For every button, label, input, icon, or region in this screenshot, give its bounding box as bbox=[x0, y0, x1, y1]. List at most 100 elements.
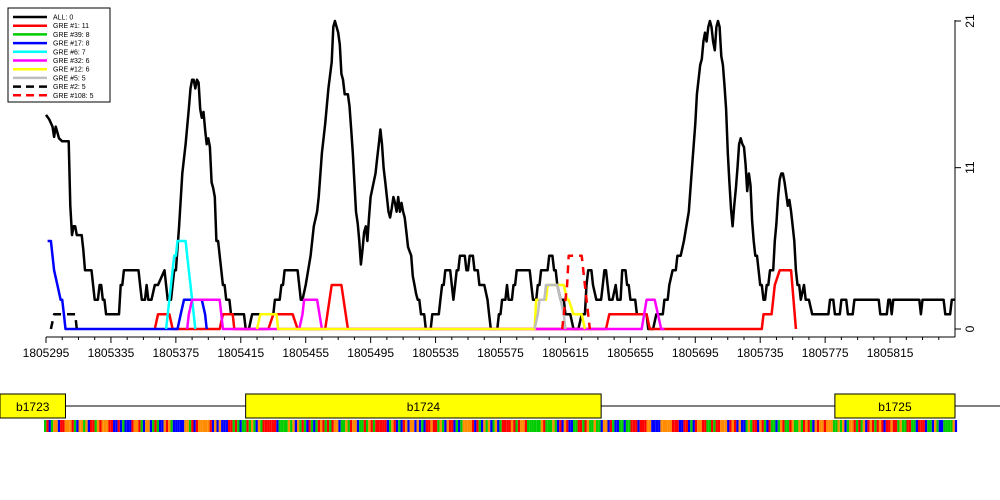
sequence-base bbox=[439, 420, 442, 432]
sequence-base bbox=[64, 420, 67, 432]
sequence-track bbox=[44, 420, 958, 432]
sequence-base bbox=[552, 420, 555, 432]
sequence-base bbox=[267, 420, 270, 432]
sequence-base bbox=[711, 420, 714, 432]
sequence-base bbox=[596, 420, 599, 432]
sequence-base bbox=[697, 420, 700, 432]
sequence-base bbox=[400, 420, 403, 432]
sequence-base bbox=[278, 420, 281, 432]
sequence-base bbox=[867, 420, 870, 432]
sequence-base bbox=[292, 420, 295, 432]
sequence-base bbox=[775, 420, 778, 432]
sequence-base bbox=[69, 420, 72, 432]
sequence-base bbox=[232, 420, 235, 432]
sequence-base bbox=[430, 420, 433, 432]
sequence-base bbox=[694, 420, 698, 432]
sequence-base bbox=[952, 420, 955, 432]
sequence-base bbox=[862, 420, 866, 432]
sequence-base bbox=[149, 420, 153, 432]
sequence-base bbox=[660, 420, 663, 432]
legend-label: GRE #6: 7 bbox=[53, 49, 86, 56]
sequence-base bbox=[869, 420, 872, 432]
sequence-base bbox=[481, 420, 484, 432]
sequence-base bbox=[110, 420, 113, 432]
sequence-base bbox=[469, 420, 472, 432]
sequence-base bbox=[540, 420, 544, 432]
sequence-base bbox=[653, 420, 656, 432]
sequence-base bbox=[713, 420, 716, 432]
sequence-base bbox=[290, 420, 293, 432]
sequence-base bbox=[632, 420, 636, 432]
sequence-base bbox=[407, 420, 410, 432]
sequence-base bbox=[423, 420, 426, 432]
sequence-base bbox=[639, 420, 642, 432]
sequence-base bbox=[50, 420, 54, 432]
sequence-base bbox=[821, 420, 824, 432]
sequence-base bbox=[874, 420, 877, 432]
sequence-base bbox=[556, 420, 560, 432]
x-tick-label: 1805375 bbox=[152, 346, 199, 360]
sequence-base bbox=[938, 420, 941, 432]
sequence-base bbox=[658, 420, 661, 432]
sequence-base bbox=[837, 420, 840, 432]
sequence-base bbox=[205, 420, 208, 432]
sequence-base bbox=[796, 420, 799, 432]
sequence-base bbox=[745, 420, 748, 432]
sequence-base bbox=[96, 420, 100, 432]
sequence-base bbox=[221, 420, 224, 432]
sequence-base bbox=[303, 420, 307, 432]
sequence-base bbox=[635, 420, 638, 432]
legend-label: GRE #17: 8 bbox=[53, 41, 90, 48]
sequence-base bbox=[524, 420, 527, 432]
sequence-base bbox=[216, 420, 219, 432]
sequence-base bbox=[915, 420, 918, 432]
sequence-base bbox=[87, 420, 90, 432]
sequence-base bbox=[888, 420, 891, 432]
sequence-base bbox=[260, 420, 263, 432]
sequence-base bbox=[126, 420, 130, 432]
sequence-base bbox=[731, 420, 734, 432]
sequence-base bbox=[777, 420, 780, 432]
sequence-base bbox=[715, 420, 718, 432]
sequence-base bbox=[754, 420, 757, 432]
sequence-base bbox=[529, 420, 532, 432]
sequence-base bbox=[708, 420, 711, 432]
sequence-base bbox=[294, 420, 297, 432]
sequence-base bbox=[92, 420, 95, 432]
sequence-base bbox=[389, 420, 392, 432]
sequence-base bbox=[793, 420, 797, 432]
sequence-base bbox=[651, 420, 654, 432]
legend-box bbox=[7, 7, 111, 103]
sequence-base bbox=[878, 420, 882, 432]
series-line-1 bbox=[153, 269, 798, 331]
sequence-base bbox=[763, 420, 767, 432]
sequence-base bbox=[83, 420, 86, 432]
sequence-base bbox=[487, 420, 491, 432]
sequence-base bbox=[881, 420, 884, 432]
sequence-base bbox=[345, 420, 348, 432]
sequence-base bbox=[372, 420, 376, 432]
sequence-base bbox=[161, 420, 164, 432]
sequence-base bbox=[313, 420, 316, 432]
sequence-base bbox=[94, 420, 97, 432]
sequence-base bbox=[230, 420, 233, 432]
sequence-base bbox=[338, 420, 341, 432]
sequence-base bbox=[616, 420, 619, 432]
sequence-base bbox=[743, 420, 746, 432]
sequence-base bbox=[159, 420, 162, 432]
sequence-base bbox=[895, 420, 898, 432]
sequence-base bbox=[177, 420, 180, 432]
sequence-base bbox=[860, 420, 863, 432]
sequence-base bbox=[688, 420, 691, 432]
sequence-base bbox=[198, 420, 201, 432]
sequence-base bbox=[842, 420, 845, 432]
sequence-base bbox=[299, 420, 302, 432]
sequence-base bbox=[655, 420, 659, 432]
sequence-base bbox=[117, 420, 120, 432]
series-lines bbox=[44, 19, 955, 331]
sequence-base bbox=[892, 420, 895, 432]
sequence-base bbox=[538, 420, 541, 432]
sequence-base bbox=[310, 420, 314, 432]
sequence-base bbox=[690, 420, 693, 432]
